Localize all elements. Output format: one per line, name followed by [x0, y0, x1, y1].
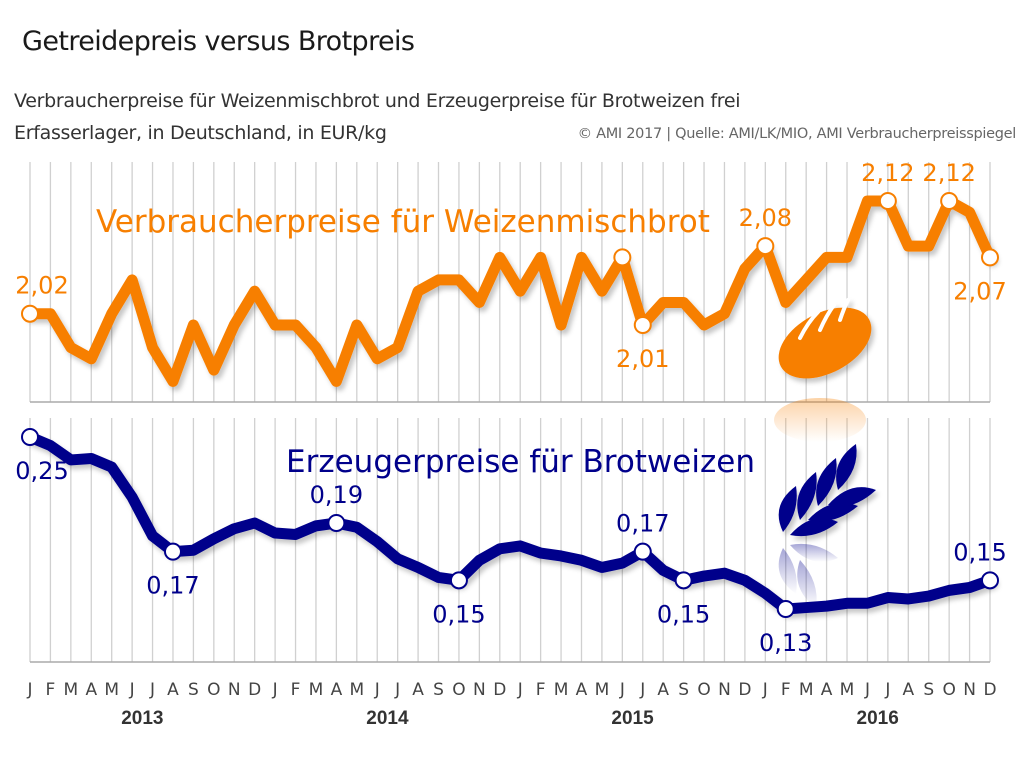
bread-loaf-icon [778, 298, 872, 379]
x-tick-label: J [639, 680, 645, 700]
year-label: 2013 [121, 708, 163, 729]
data-label: 0,25 [15, 457, 68, 485]
x-tick-label: M [104, 680, 119, 700]
page-title: Getreidepreis versus Brotpreis [22, 26, 415, 57]
highlighted-point [674, 571, 693, 590]
x-tick-label: A [167, 680, 179, 700]
highlighted-point [449, 571, 468, 590]
x-tick-label: O [452, 680, 465, 700]
x-tick-label: S [188, 680, 199, 700]
year-label: 2016 [857, 708, 899, 729]
x-tick-label: J [272, 680, 278, 700]
x-tick-label: S [433, 680, 444, 700]
x-tick-label: A [902, 680, 914, 700]
highlighted-point [327, 514, 346, 532]
source-note: © AMI 2017 | Quelle: AMI/LK/MIO, AMI Ver… [577, 126, 1017, 142]
x-tick-label: J [394, 680, 400, 700]
highlighted-point [163, 542, 182, 561]
wheat-reflection-icon [778, 543, 838, 608]
data-label: 0,17 [146, 572, 199, 600]
x-tick-label: M [799, 680, 814, 700]
data-label: 2,08 [739, 204, 792, 232]
x-tick-label: J [374, 680, 380, 700]
x-tick-label: N [963, 680, 976, 700]
x-tick-label: S [678, 680, 689, 700]
data-label: 2,01 [616, 345, 669, 373]
highlighted-point [981, 248, 999, 267]
wheat-ear-icon [778, 444, 876, 537]
highlighted-point [940, 192, 959, 210]
bread-series-title: Verbraucherpreise für Weizenmischbrot [96, 204, 710, 240]
x-tick-label: A [412, 680, 424, 700]
x-tick-label: A [821, 680, 833, 700]
data-label: 2,12 [922, 159, 975, 187]
data-label: 0,15 [432, 600, 485, 628]
x-tick-label: F [291, 680, 301, 700]
highlighted-point [613, 248, 632, 267]
x-tick-label: O [942, 680, 955, 700]
x-tick-label: J [149, 680, 155, 700]
x-tick-label: N [473, 680, 486, 700]
x-tick-label: F [781, 680, 791, 700]
x-tick-label: D [248, 680, 261, 700]
wheat-series-title: Erzeugerpreise für Brotweizen [286, 444, 755, 480]
year-label: 2015 [611, 708, 654, 729]
series-line [24, 195, 996, 387]
x-tick-label: A [657, 680, 669, 700]
x-tick-label: A [576, 680, 588, 700]
x-tick-label: A [331, 680, 343, 700]
data-label: 2,02 [15, 272, 68, 300]
data-label: 2,07 [953, 277, 1006, 305]
bread-price-series: 2,02 2,01 2,08 2,12 2,12 2,07 [15, 159, 1007, 387]
x-tick-label: O [697, 680, 710, 700]
x-tick-label: D [738, 680, 751, 700]
highlighted-point [633, 542, 652, 561]
series-line [24, 431, 996, 615]
x-tick-label: D [983, 680, 996, 700]
highlighted-point [633, 316, 652, 334]
x-tick-label: N [228, 680, 241, 700]
x-tick-label: N [718, 680, 731, 700]
chart-subtitle-line-2: Erfasserlager, in Deutschland, in EUR/kg [14, 122, 387, 144]
data-label: 0,13 [759, 629, 812, 657]
x-tick-label: O [207, 680, 220, 700]
x-tick-label: F [536, 680, 546, 700]
x-tick-label: J [26, 680, 32, 700]
x-tick-label: J [884, 680, 890, 700]
x-tick-label: A [85, 680, 97, 700]
x-tick-label: M [595, 680, 610, 700]
x-tick-label: M [64, 680, 79, 700]
x-tick-label: J [129, 680, 135, 700]
wheat-price-series: 0,25 0,17 0,19 0,15 0,17 0,15 0,13 0,15 [15, 428, 1007, 657]
data-label: 2,12 [861, 159, 914, 187]
x-tick-label: M [349, 680, 364, 700]
highlighted-point [981, 571, 999, 590]
highlighted-point [21, 428, 39, 446]
x-tick-label: J [517, 680, 523, 700]
x-tick-label: J [864, 680, 870, 700]
bread-reflection-icon [774, 398, 866, 442]
x-tick-label: D [493, 680, 506, 700]
year-label: 2014 [366, 708, 409, 729]
x-tick-label: M [554, 680, 569, 700]
highlighted-point [878, 192, 897, 210]
data-label: 0,15 [953, 538, 1006, 566]
x-tick-label: S [923, 680, 934, 700]
highlighted-point [756, 237, 775, 256]
x-tick-label: F [46, 680, 56, 700]
highlighted-point [776, 600, 795, 618]
data-label: 0,19 [310, 481, 363, 509]
x-tick-label: M [309, 680, 324, 700]
chart-subtitle-line-1: Verbraucherpreise für Weizenmischbrot un… [14, 90, 741, 112]
highlighted-point [21, 304, 39, 323]
data-label: 0,15 [657, 600, 710, 628]
x-tick-label: J [762, 680, 768, 700]
x-tick-label: M [840, 680, 855, 700]
data-label: 0,17 [616, 510, 669, 538]
x-tick-label: J [619, 680, 625, 700]
